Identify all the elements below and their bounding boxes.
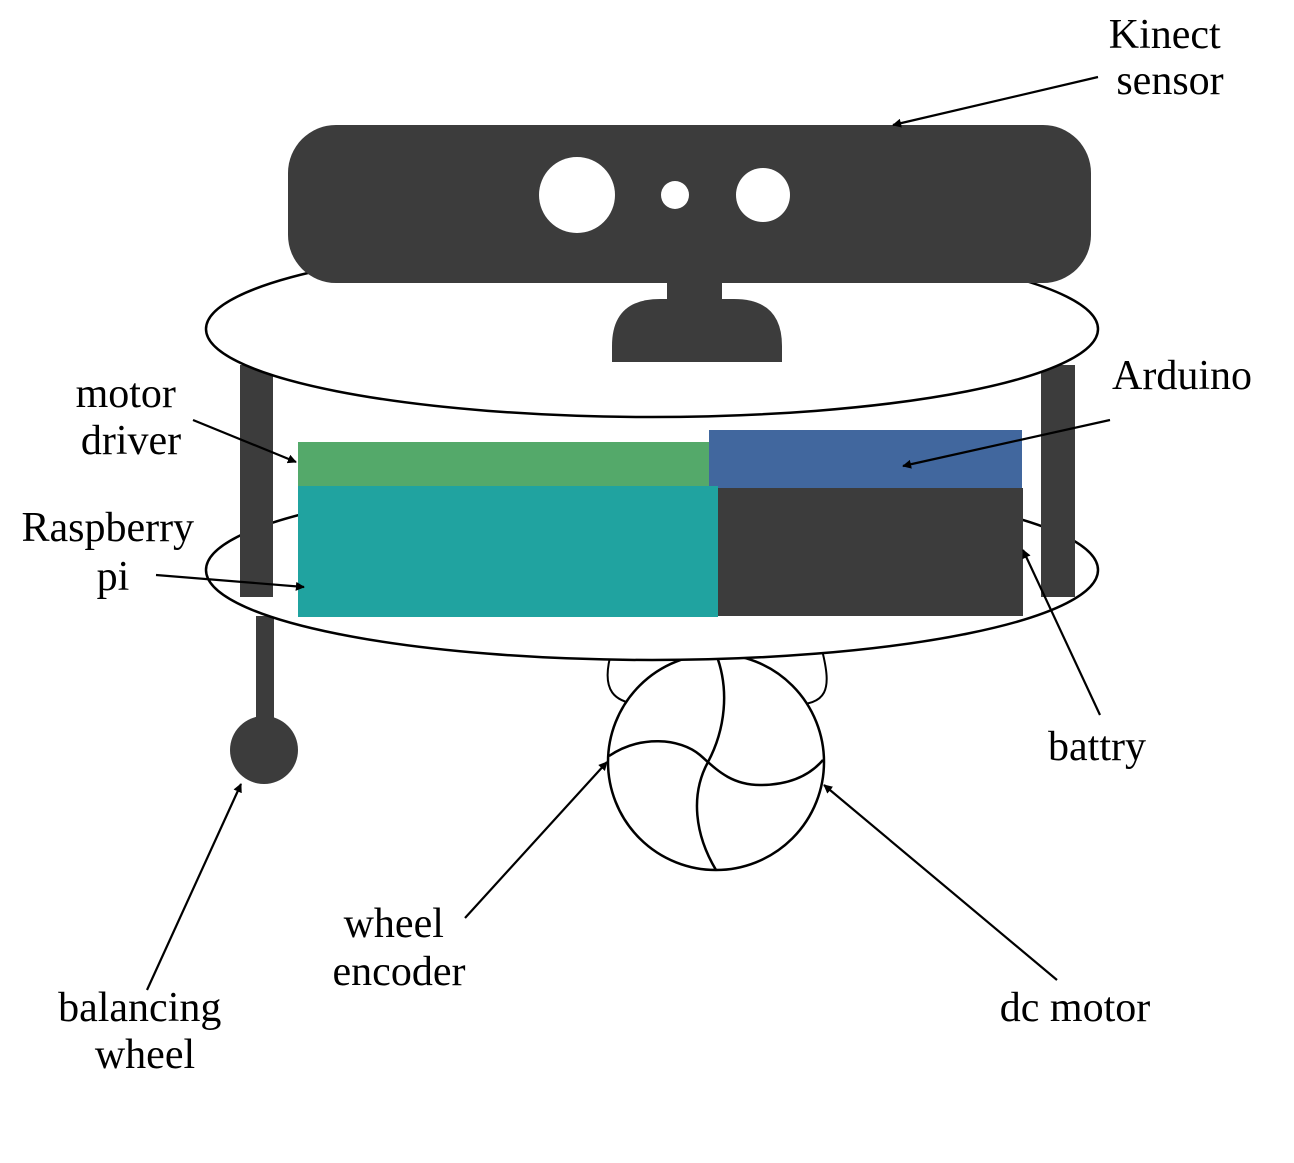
label-motor-driver-line-2: driver xyxy=(81,418,181,464)
label-arduino-line-1: Arduino xyxy=(1112,353,1252,399)
label-balancing-wheel: balancing wheel xyxy=(58,985,232,1078)
label-wheel-encoder-line-1: wheel xyxy=(344,901,444,947)
label-dc-motor: dc motor xyxy=(1000,985,1150,1031)
label-balancing-wheel-line-2: wheel xyxy=(95,1032,195,1078)
label-motor-driver: motor driver xyxy=(76,371,187,464)
label-kinect-line-2: sensor xyxy=(1116,58,1223,104)
label-kinect-line-1: Kinect xyxy=(1109,12,1221,58)
kinect-lens-depth xyxy=(736,168,790,222)
kinect-lens-rgb xyxy=(661,181,689,209)
label-motor-driver-line-1: motor xyxy=(76,371,176,417)
support-post-left xyxy=(240,365,273,597)
label-dc-motor-line-1: dc motor xyxy=(1000,985,1150,1031)
balancing-wheel xyxy=(230,716,298,784)
kinect-base xyxy=(612,299,782,362)
motor-driver-board xyxy=(298,442,718,490)
battery-block xyxy=(718,488,1023,616)
motor-driver-arrow xyxy=(192,418,297,464)
kinect-sensor-body xyxy=(288,125,1091,283)
balancing-wheel-arrow xyxy=(145,783,243,991)
caster-stem xyxy=(256,616,274,726)
kinect-arrow xyxy=(892,75,1099,128)
label-raspberry-pi-line-2: pi xyxy=(97,554,130,600)
label-wheel-encoder: wheel encoder xyxy=(333,901,466,995)
kinect-lens-ir xyxy=(539,157,615,233)
wheel-curve xyxy=(695,653,726,871)
battery-arrow xyxy=(1022,549,1101,716)
arduino-arrow xyxy=(902,418,1111,469)
label-battery-line-1: battry xyxy=(1048,724,1146,770)
wheel-encoder-arrow xyxy=(464,761,608,919)
raspberry-pi-board xyxy=(298,486,718,617)
label-battery: battry xyxy=(1048,724,1146,770)
raspberry-pi-arrow xyxy=(155,573,305,591)
label-arduino: Arduino xyxy=(1112,353,1252,399)
label-balancing-wheel-line-1: balancing xyxy=(58,985,221,1031)
label-raspberry-pi: Raspberry pi xyxy=(21,505,204,600)
dc-motor-arrow xyxy=(823,784,1058,981)
wheel-curve xyxy=(608,740,824,787)
label-wheel-encoder-line-2: encoder xyxy=(333,949,466,995)
label-raspberry-pi-line-1: Raspberry xyxy=(21,505,194,551)
drive-wheel xyxy=(606,652,826,872)
arduino-board xyxy=(709,430,1022,488)
support-post-right xyxy=(1041,365,1075,597)
label-kinect-sensor: Kinect sensor xyxy=(1109,12,1231,104)
